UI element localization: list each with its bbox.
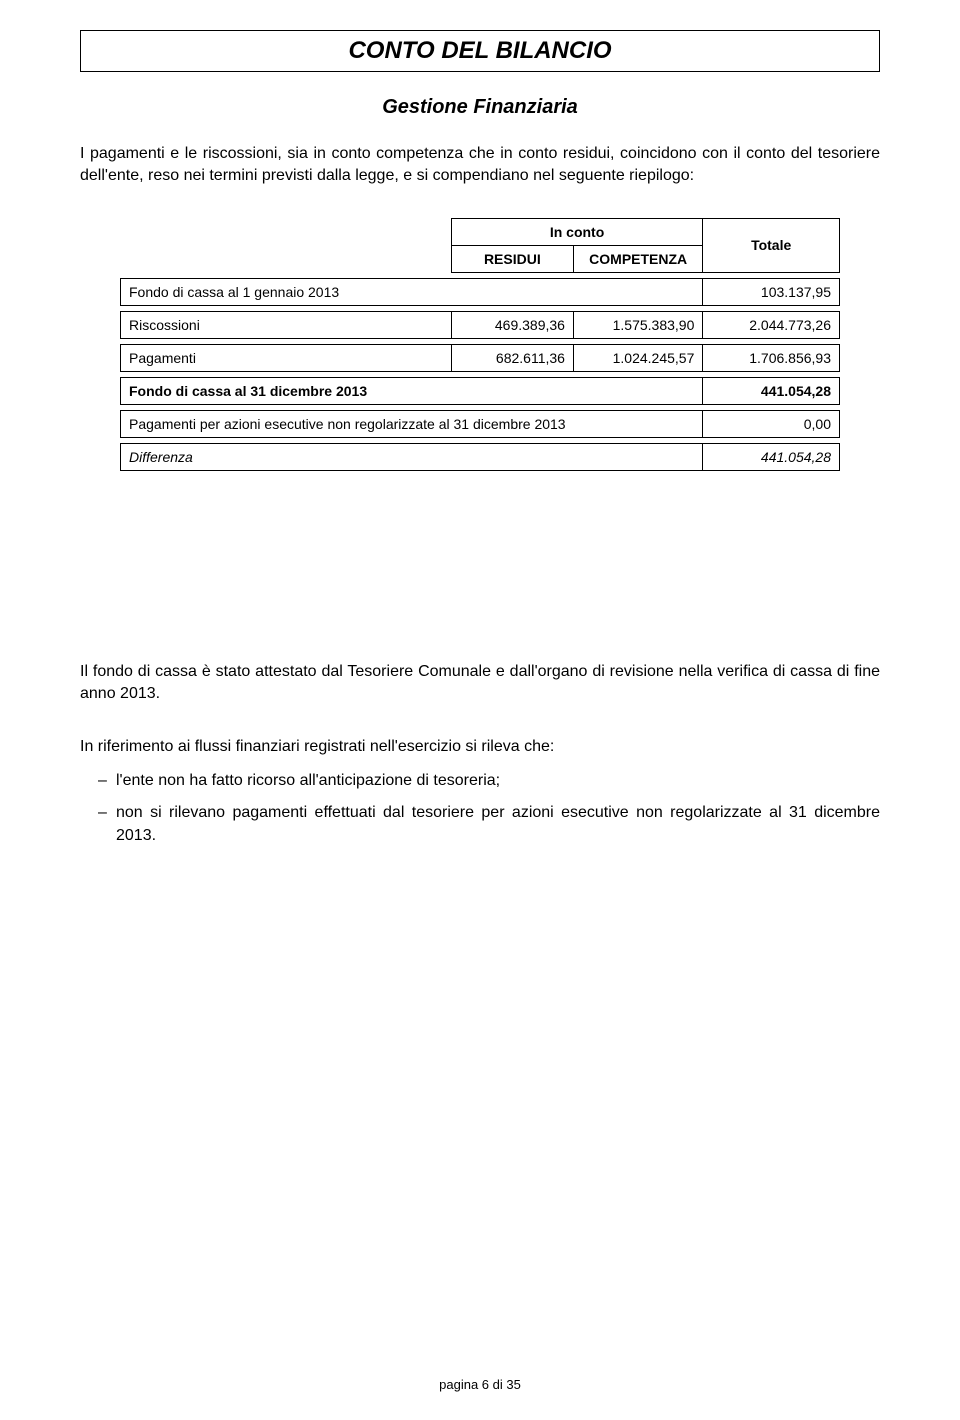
pagamenti-residui: 682.611,36: [451, 344, 573, 371]
differenza-value: 441.054,28: [703, 443, 840, 470]
fondo-fine-value: 441.054,28: [703, 377, 840, 404]
pagamenti-label: Pagamenti: [121, 344, 452, 371]
paragraph-riferimento: In riferimento ai flussi finanziari regi…: [80, 736, 880, 758]
riscossioni-residui: 469.389,36: [451, 311, 573, 338]
azioni-value: 0,00: [703, 410, 840, 437]
page-title: CONTO DEL BILANCIO: [81, 37, 879, 65]
row-fondo-inizio: Fondo di cassa al 1 gennaio 2013 103.137…: [121, 278, 840, 305]
row-pagamenti: Pagamenti 682.611,36 1.024.245,57 1.706.…: [121, 344, 840, 371]
bullet-item-1: l'ente non ha fatto ricorso all'anticipa…: [98, 770, 880, 792]
riscossioni-totale: 2.044.773,26: [703, 311, 840, 338]
header-residui: RESIDUI: [451, 245, 573, 272]
bullet-list: l'ente non ha fatto ricorso all'anticipa…: [80, 770, 880, 847]
riscossioni-competenza: 1.575.383,90: [573, 311, 702, 338]
fondo-inizio-value: 103.137,95: [703, 278, 840, 305]
pagamenti-competenza: 1.024.245,57: [573, 344, 702, 371]
intro-paragraph: I pagamenti e le riscossioni, sia in con…: [80, 143, 880, 188]
riscossioni-label: Riscossioni: [121, 311, 452, 338]
header-in-conto: In conto: [451, 218, 703, 245]
title-box: CONTO DEL BILANCIO: [80, 30, 880, 72]
row-riscossioni: Riscossioni 469.389,36 1.575.383,90 2.04…: [121, 311, 840, 338]
pagamenti-totale: 1.706.856,93: [703, 344, 840, 371]
section-subtitle: Gestione Finanziaria: [80, 96, 880, 119]
row-azioni: Pagamenti per azioni esecutive non regol…: [121, 410, 840, 437]
azioni-label: Pagamenti per azioni esecutive non regol…: [121, 410, 703, 437]
fondo-fine-label: Fondo di cassa al 31 dicembre 2013: [121, 377, 703, 404]
header-competenza: COMPETENZA: [573, 245, 702, 272]
fondo-inizio-label: Fondo di cassa al 1 gennaio 2013: [121, 278, 703, 305]
row-differenza: Differenza 441.054,28: [121, 443, 840, 470]
summary-table: In conto Totale RESIDUI COMPETENZA Fondo…: [120, 218, 840, 471]
page-footer: pagina 6 di 35: [0, 1377, 960, 1392]
paragraph-attestato: Il fondo di cassa è stato attestato dal …: [80, 661, 880, 706]
row-fondo-fine: Fondo di cassa al 31 dicembre 2013 441.0…: [121, 377, 840, 404]
bullet-item-2: non si rilevano pagamenti effettuati dal…: [98, 802, 880, 847]
header-totale: Totale: [703, 218, 840, 272]
differenza-label: Differenza: [121, 443, 703, 470]
